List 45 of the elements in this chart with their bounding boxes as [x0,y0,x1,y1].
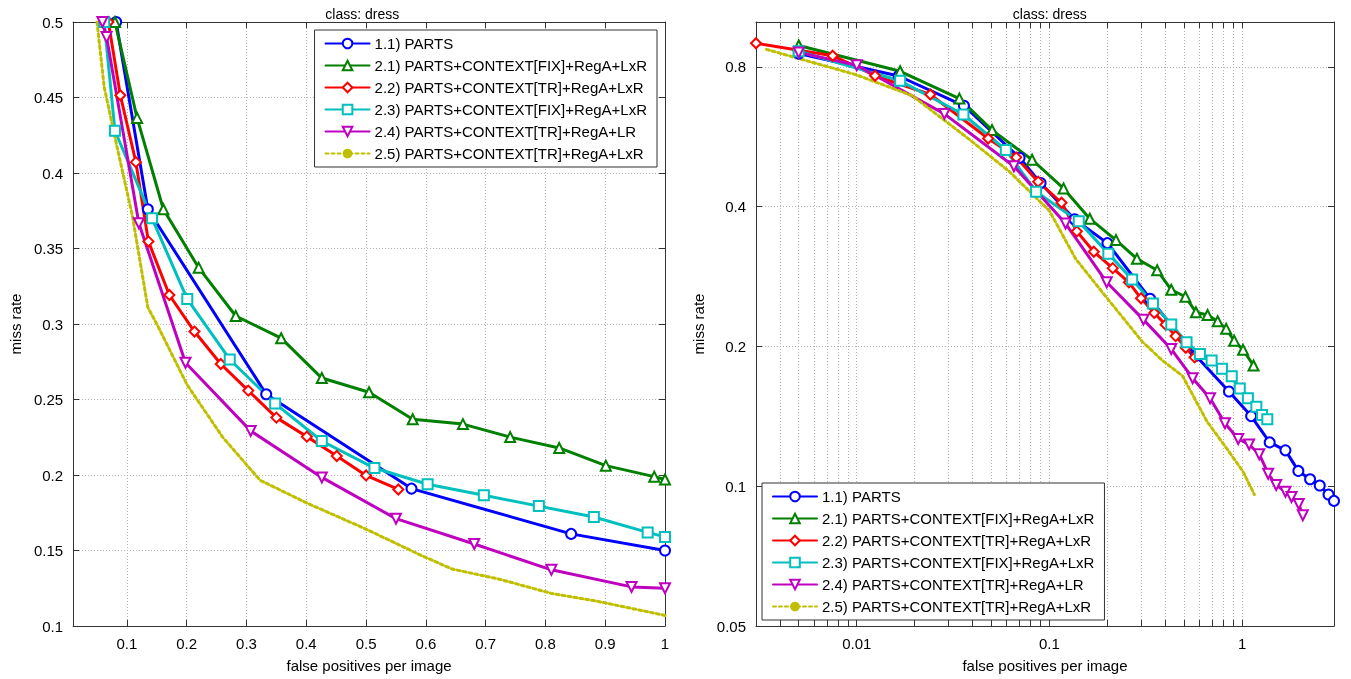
legend-label: 2.1) PARTS+CONTEXT[FIX]+RegA+LxR [821,510,1095,527]
y-tick-label: 0.4 [42,164,64,182]
x-tick-label: 1 [660,635,670,652]
y-tick-label: 0.15 [33,542,64,559]
legend-label: 2.5) PARTS+CONTEXT[TR]+RegA+LxR [374,145,644,162]
legend-label: 2.4) PARTS+CONTEXT[TR]+RegA+LR [374,123,637,140]
x-tick-label: 0.6 [415,635,437,652]
legend-label: 2.3) PARTS+CONTEXT[FIX]+RegA+LxR [821,554,1095,571]
x-tick-label: 0.2 [176,635,198,652]
legend-label: 1.1) PARTS [374,35,454,52]
y-tick-label: 0.2 [724,338,746,355]
y-tick-label: 0.45 [33,89,64,106]
legend-label: 2.5) PARTS+CONTEXT[TR]+RegA+LxR [821,598,1091,615]
legend-label: 2.2) PARTS+CONTEXT[TR]+RegA+LxR [374,79,644,96]
y-tick-label: 0.1 [42,617,64,635]
x-tick-label: 1 [1237,635,1246,652]
x-axis-title: false positives per image [286,657,452,674]
y-tick-label: 0.35 [33,240,64,257]
x-tick-label: 0.01 [841,635,871,652]
chart-title: class: dress [325,6,400,22]
x-tick-label: 0.3 [236,635,257,652]
x-tick-label: 0.7 [475,635,497,652]
y-axis-title: miss rate [689,293,707,355]
legend-label: 2.3) PARTS+CONTEXT[FIX]+RegA+LxR [374,101,648,118]
x-tick-label: 0.5 [355,635,377,652]
legend-label: 2.1) PARTS+CONTEXT[FIX]+RegA+LxR [374,57,648,74]
x-tick-label: 0.1 [1038,635,1060,652]
x-axis-title: false positives per image [961,657,1128,674]
x-tick-label: 0.8 [534,635,556,652]
y-tick-label: 0.05 [716,617,746,635]
y-tick-label: 0.8 [724,58,746,76]
y-tick-label: 0.1 [724,477,746,495]
y-tick-label: 0.4 [724,198,746,216]
y-axis-title: miss rate [7,293,24,355]
chart-title: class: dress [1012,6,1087,22]
legend-label: 2.2) PARTS+CONTEXT[TR]+RegA+LxR [821,532,1091,549]
y-tick-label: 0.2 [42,466,64,484]
x-tick-label: 0.4 [295,635,317,652]
y-tick-label: 0.25 [33,391,64,408]
legend-label: 1.1) PARTS [821,488,901,505]
legend-label: 2.4) PARTS+CONTEXT[TR]+RegA+LR [821,576,1084,593]
y-tick-label: 0.5 [42,13,64,31]
x-tick-label: 0.9 [594,635,616,652]
x-tick-label: 0.1 [116,635,138,652]
y-tick-label: 0.3 [42,315,64,333]
